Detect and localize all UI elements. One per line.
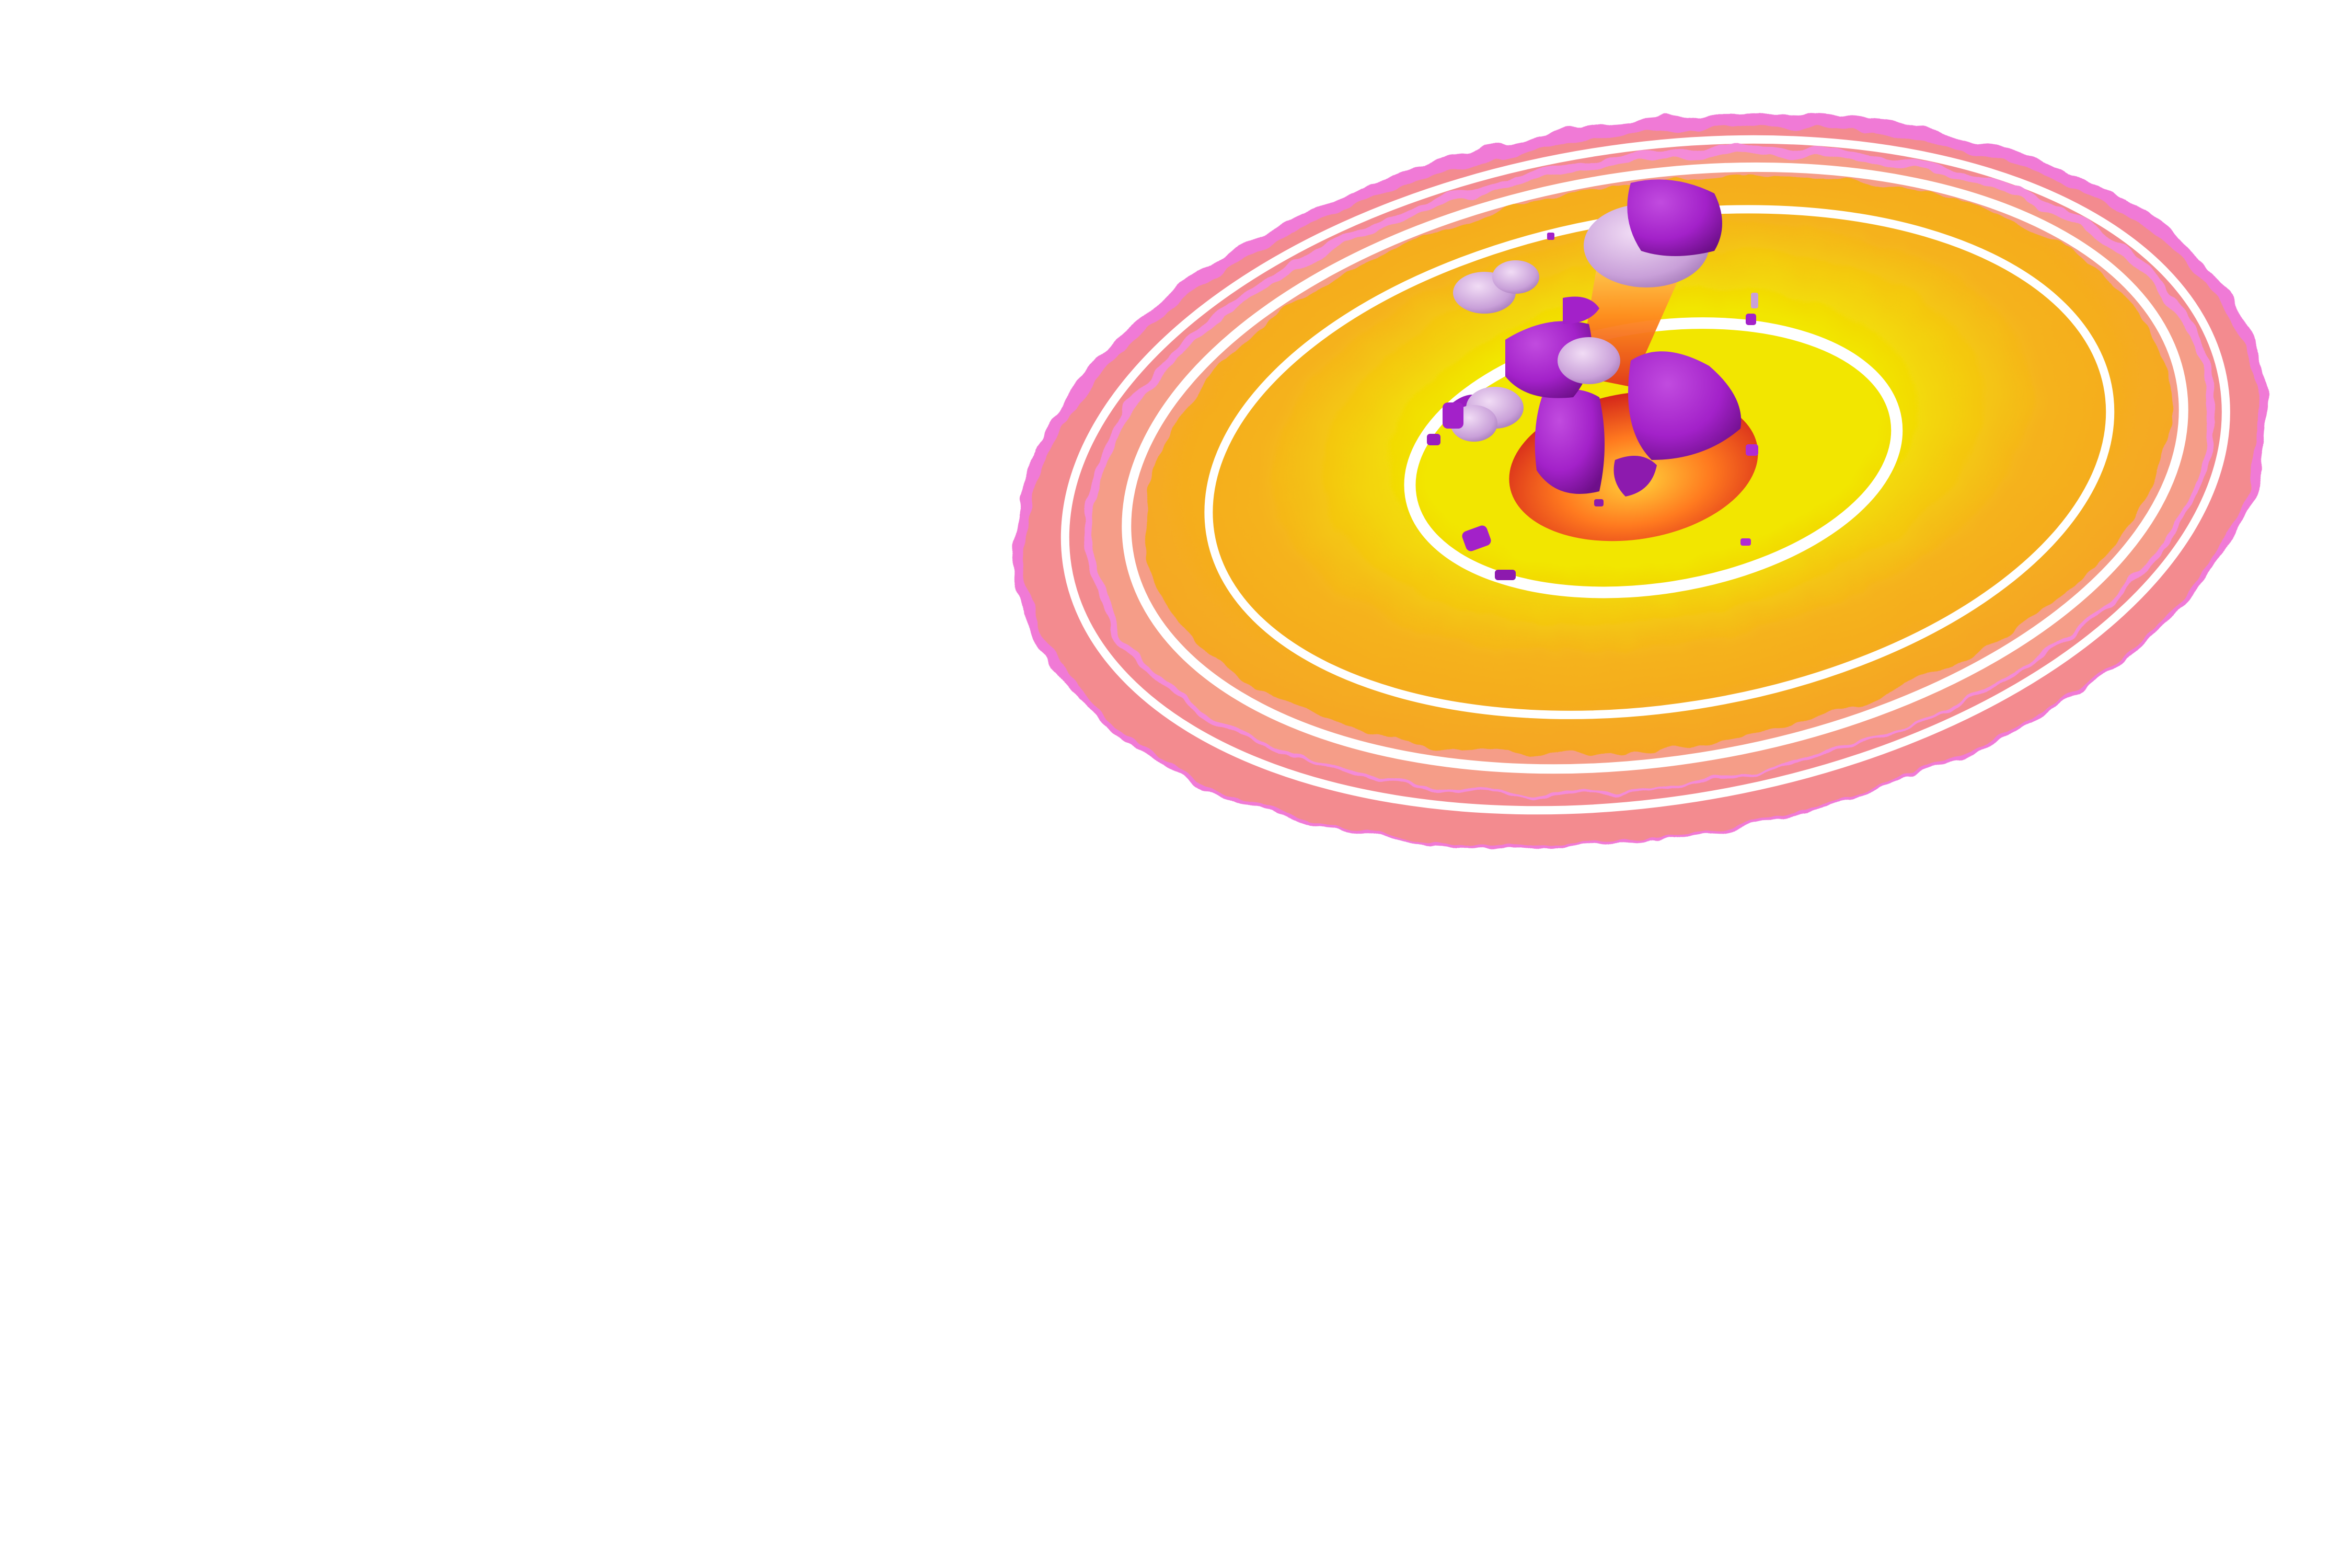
crater-disc (1014, 113, 2268, 848)
debris-9 (1746, 314, 1756, 325)
rock-small-front (1613, 456, 1657, 497)
white-ring-middle (1122, 162, 2188, 774)
rock-top-ledge (1563, 296, 1599, 324)
debris-6 (1740, 538, 1751, 546)
debris-1 (1462, 525, 1491, 551)
rock-large-right (1628, 351, 1742, 460)
crater-rocks (1427, 179, 1758, 580)
debris-5 (1746, 444, 1758, 456)
rock-large-center (1535, 389, 1605, 494)
debris-4 (1427, 434, 1440, 445)
smoke-puff-left-2 (1492, 260, 1539, 294)
debris-8 (1547, 233, 1554, 240)
debris-3 (1443, 402, 1463, 429)
debris-7 (1751, 293, 1758, 308)
smoke-puff-mid (1558, 337, 1620, 384)
rock-top-boulder (1627, 179, 1722, 256)
debris-10 (1594, 499, 1604, 506)
debris-2 (1495, 570, 1516, 580)
